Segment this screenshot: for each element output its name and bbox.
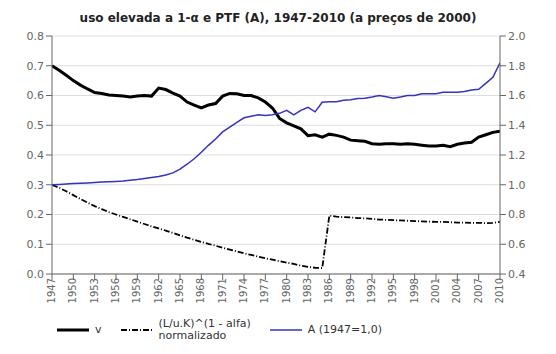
svg-text:1.6: 1.6 bbox=[508, 89, 526, 102]
svg-text:0.0: 0.0 bbox=[27, 268, 45, 281]
svg-text:1.4: 1.4 bbox=[508, 119, 526, 132]
svg-text:1956: 1956 bbox=[110, 278, 121, 303]
svg-text:0.8: 0.8 bbox=[27, 30, 45, 43]
svg-text:2004: 2004 bbox=[451, 278, 462, 303]
svg-text:1977: 1977 bbox=[259, 278, 270, 303]
svg-text:0.2: 0.2 bbox=[27, 208, 45, 221]
svg-text:0.6: 0.6 bbox=[27, 89, 45, 102]
svg-text:0.4: 0.4 bbox=[508, 268, 526, 281]
svg-text:2.0: 2.0 bbox=[508, 30, 526, 43]
svg-text:1974: 1974 bbox=[238, 278, 249, 303]
svg-text:1986: 1986 bbox=[323, 278, 334, 303]
svg-text:1950: 1950 bbox=[67, 278, 78, 303]
svg-text:1965: 1965 bbox=[174, 278, 185, 303]
svg-text:1953: 1953 bbox=[89, 278, 100, 303]
svg-text:2001: 2001 bbox=[430, 278, 441, 303]
svg-text:1.0: 1.0 bbox=[508, 179, 526, 192]
svg-text:0.8: 0.8 bbox=[508, 208, 526, 221]
svg-text:1971: 1971 bbox=[217, 278, 228, 303]
html-text:v: v bbox=[95, 323, 102, 336]
svg-text:0.7: 0.7 bbox=[27, 60, 45, 73]
html-text:uso elevada a 1-α e PTF (A), 1: uso elevada a 1-α e PTF (A), 1947-2010 (… bbox=[79, 11, 477, 25]
svg-text:1998: 1998 bbox=[409, 278, 420, 303]
html-text:(L/u.K)^(1 - alfa): (L/u.K)^(1 - alfa) bbox=[158, 317, 251, 330]
svg-text:1968: 1968 bbox=[195, 278, 206, 303]
svg-text:1959: 1959 bbox=[131, 278, 142, 303]
html-text:A (1947=1,0): A (1947=1,0) bbox=[307, 323, 383, 336]
svg-text:1983: 1983 bbox=[302, 278, 313, 303]
svg-text:1992: 1992 bbox=[366, 278, 377, 303]
svg-text:1995: 1995 bbox=[387, 278, 398, 303]
svg-text:0.1: 0.1 bbox=[27, 238, 45, 251]
svg-text:1962: 1962 bbox=[153, 278, 164, 303]
svg-text:1980: 1980 bbox=[281, 278, 292, 303]
svg-text:0.5: 0.5 bbox=[27, 119, 45, 132]
svg-text:1989: 1989 bbox=[345, 278, 356, 303]
svg-text:0.4: 0.4 bbox=[27, 149, 45, 162]
svg-text:1.8: 1.8 bbox=[508, 60, 526, 73]
html-text:normalizado: normalizado bbox=[158, 329, 227, 342]
svg-text:1947: 1947 bbox=[46, 278, 57, 303]
svg-text:0.6: 0.6 bbox=[508, 238, 526, 251]
svg-text:1.2: 1.2 bbox=[508, 149, 526, 162]
svg-text:0.3: 0.3 bbox=[27, 179, 45, 192]
svg-text:2010: 2010 bbox=[494, 278, 505, 303]
svg-text:2007: 2007 bbox=[473, 278, 484, 303]
